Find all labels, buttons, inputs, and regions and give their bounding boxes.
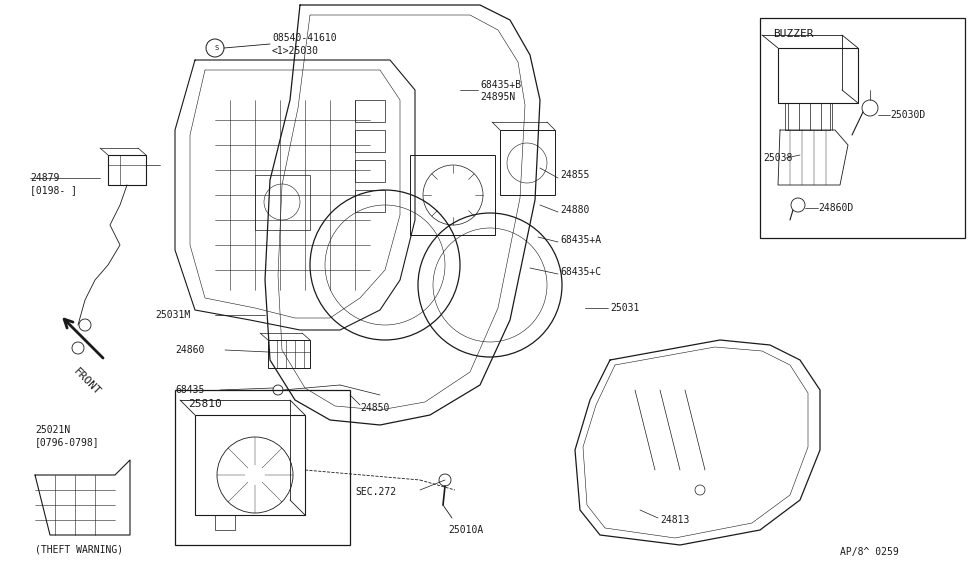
- Bar: [255, 175, 310, 230]
- Text: AP/8^ 0259: AP/8^ 0259: [840, 547, 899, 557]
- Bar: [355, 190, 385, 212]
- Bar: [175, 390, 350, 545]
- Text: 24895N: 24895N: [480, 92, 515, 102]
- Text: 25021N: 25021N: [35, 425, 70, 435]
- Bar: [108, 155, 146, 185]
- Text: 68435: 68435: [175, 385, 205, 395]
- Bar: [195, 415, 305, 515]
- Text: (THEFT WARNING): (THEFT WARNING): [35, 545, 123, 555]
- Text: SEC.272: SEC.272: [355, 487, 396, 497]
- Text: <1>25030: <1>25030: [272, 46, 319, 56]
- Text: FRONT: FRONT: [71, 366, 102, 397]
- Text: 24860: 24860: [175, 345, 205, 355]
- Text: 24879: 24879: [30, 173, 59, 183]
- Text: 24813: 24813: [660, 515, 689, 525]
- Text: 25038: 25038: [763, 153, 793, 163]
- Text: 25010A: 25010A: [448, 525, 484, 535]
- Text: 24880: 24880: [560, 205, 589, 215]
- Text: 24860D: 24860D: [818, 203, 853, 213]
- Text: 24855: 24855: [560, 170, 589, 180]
- Bar: [500, 130, 555, 195]
- Bar: [268, 340, 310, 368]
- Text: 24850: 24850: [360, 403, 389, 413]
- Bar: [410, 155, 495, 235]
- Bar: [355, 100, 385, 122]
- Text: 08540-41610: 08540-41610: [272, 33, 336, 43]
- Text: 68435+A: 68435+A: [560, 235, 602, 245]
- Bar: [355, 130, 385, 152]
- Bar: [215, 515, 235, 530]
- Text: BUZZER: BUZZER: [773, 29, 813, 39]
- Bar: [355, 160, 385, 182]
- Text: [0796-0798]: [0796-0798]: [35, 437, 99, 447]
- Text: S: S: [214, 45, 219, 51]
- Text: 68435+B: 68435+B: [480, 80, 521, 90]
- Text: 25031M: 25031M: [155, 310, 190, 320]
- Bar: [760, 18, 965, 238]
- Text: [0198- ]: [0198- ]: [30, 185, 77, 195]
- Text: 25031: 25031: [610, 303, 640, 313]
- Bar: [778, 48, 858, 103]
- Text: 25810: 25810: [188, 399, 221, 409]
- Text: 68435+C: 68435+C: [560, 267, 602, 277]
- Text: 25030D: 25030D: [890, 110, 925, 120]
